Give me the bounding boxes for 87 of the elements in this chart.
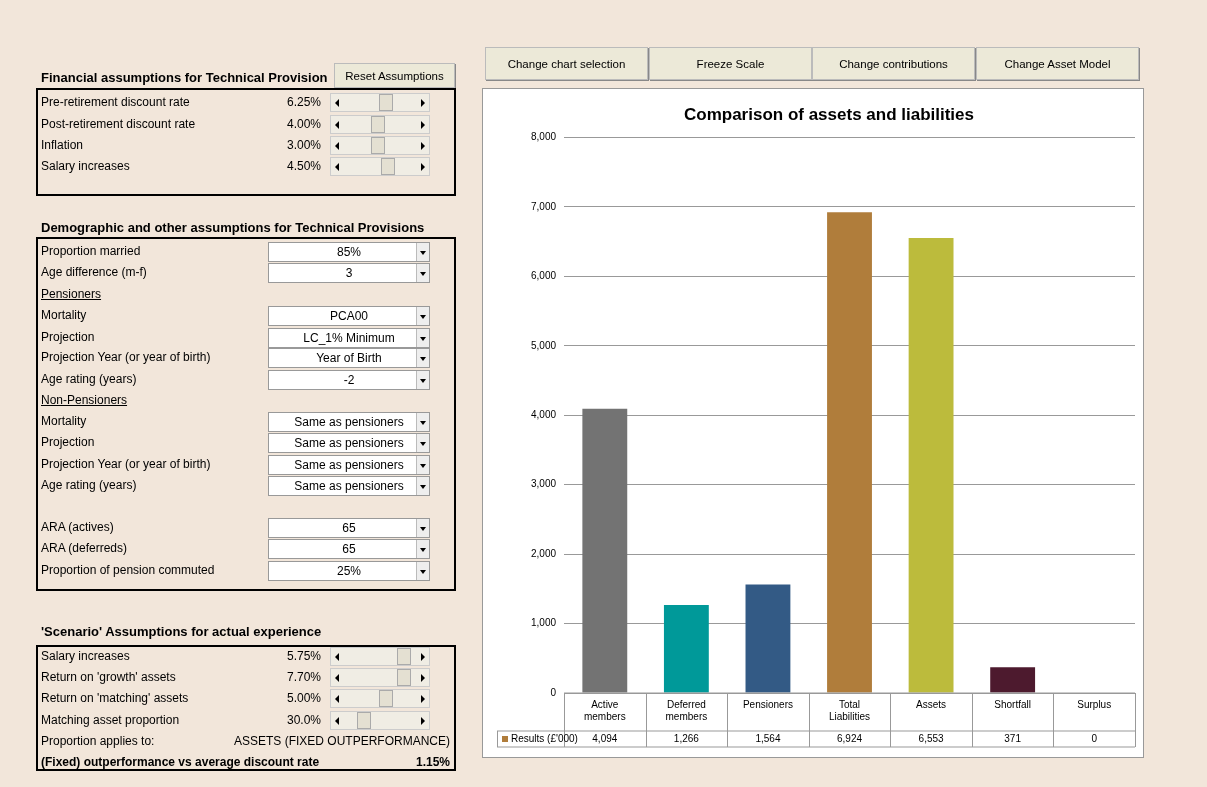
data-label: 4,094 <box>592 732 618 744</box>
text: Freeze Scale <box>649 47 812 80</box>
text: 3.00% <box>286 137 321 153</box>
y-tick-label: 6,000 <box>530 270 557 282</box>
text: Proportion applies to: <box>41 733 155 749</box>
text: Inflation <box>41 137 84 153</box>
text: Age rating (years) <box>41 477 137 493</box>
y-tick-label: 4,000 <box>530 408 557 420</box>
text: Pensioners <box>41 286 102 302</box>
text: Same as pensioners <box>268 455 430 475</box>
text: ASSETS (FIXED OUTPERFORMANCE) <box>233 733 450 749</box>
y-tick-label: 2,000 <box>530 547 557 559</box>
data-label: 6,924 <box>837 732 863 744</box>
x-tick-label: Deferred members <box>665 698 708 722</box>
text: -2 <box>268 370 430 390</box>
chart-title: Comparison of assets and liabilities <box>683 104 975 124</box>
text: Return on 'matching' assets <box>41 690 189 706</box>
text: Year of Birth <box>268 348 430 368</box>
text: 65 <box>268 539 430 559</box>
text: Age rating (years) <box>41 371 137 387</box>
text: PCA00 <box>268 306 430 326</box>
text: Change Asset Model <box>976 47 1139 80</box>
text: 'Scenario' Assumptions for actual experience <box>41 624 322 640</box>
bar <box>663 605 709 693</box>
text: Proportion married <box>41 243 141 259</box>
text: Projection <box>41 434 95 450</box>
text: 65 <box>268 518 430 538</box>
text: Projection Year (or year of birth) <box>41 456 211 472</box>
text: LC_1% Minimum <box>268 328 430 348</box>
x-tick-label: Total Liabilities <box>828 698 871 722</box>
text: Salary increases <box>41 158 130 174</box>
data-label: 6,553 <box>918 732 945 744</box>
text: Proportion of pension commuted <box>41 562 215 578</box>
text: Financial assumptions for Technical Provision <box>41 70 328 86</box>
text: 25% <box>268 561 430 581</box>
text: 4.00% <box>286 116 321 132</box>
text: Salary increases <box>41 648 130 664</box>
y-tick-label: 7,000 <box>530 200 557 212</box>
text: Mortality <box>41 413 87 429</box>
x-tick-label: Assets <box>916 698 947 710</box>
text: ARA (actives) <box>41 519 114 535</box>
data-label: 1,564 <box>755 732 781 744</box>
text: Projection <box>41 329 95 345</box>
text: Projection Year (or year of birth) <box>41 349 211 365</box>
bar <box>908 237 954 693</box>
text: Post-retirement discount rate <box>41 116 196 132</box>
x-tick-label: Active members <box>583 698 626 722</box>
bar <box>745 584 791 693</box>
text: 4.50% <box>286 158 321 174</box>
text: Change contributions <box>812 47 975 80</box>
x-tick-label: Shortfall <box>994 698 1031 710</box>
text: 6.25% <box>286 94 321 110</box>
text: 5.75% <box>286 648 321 664</box>
text: Same as pensioners <box>268 412 430 432</box>
text: Matching asset proportion <box>41 712 180 728</box>
bar <box>827 212 872 693</box>
bar <box>582 408 628 693</box>
x-tick-label: Pensioners <box>742 698 793 710</box>
text: Same as pensioners <box>268 433 430 453</box>
text: Reset Assumptions <box>334 63 455 88</box>
bar <box>990 667 1036 693</box>
text: Non-Pensioners <box>41 392 128 408</box>
text: (Fixed) outperformance vs average discount rate <box>41 754 320 770</box>
data-label: 371 <box>1004 732 1022 744</box>
y-tick-label: 3,000 <box>530 478 557 490</box>
text: Return on 'growth' assets <box>41 669 176 685</box>
x-tick-label: Surplus <box>1077 698 1112 710</box>
data-label: 0 <box>1091 732 1098 744</box>
text: Age difference (m-f) <box>41 264 147 280</box>
text: 3 <box>268 263 430 283</box>
legend-label: Results (£'000) <box>511 732 578 744</box>
text: Same as pensioners <box>268 476 430 496</box>
text: Change chart selection <box>485 47 648 80</box>
data-label: 1,266 <box>673 732 700 744</box>
text: Pre-retirement discount rate <box>41 94 190 110</box>
y-tick-label: 0 <box>550 686 557 698</box>
y-tick-label: 8,000 <box>530 131 557 143</box>
text: 30.0% <box>286 712 321 728</box>
y-tick-label: 5,000 <box>530 339 557 351</box>
text: ARA (deferreds) <box>41 540 128 556</box>
y-tick-label: 1,000 <box>530 617 557 629</box>
text: 5.00% <box>286 690 321 706</box>
text: 85% <box>268 242 430 262</box>
text: 1.15% <box>415 754 450 770</box>
text: Demographic and other assumptions for Technical Provisions <box>41 220 425 236</box>
text: Mortality <box>41 307 87 323</box>
text: 7.70% <box>286 669 321 685</box>
